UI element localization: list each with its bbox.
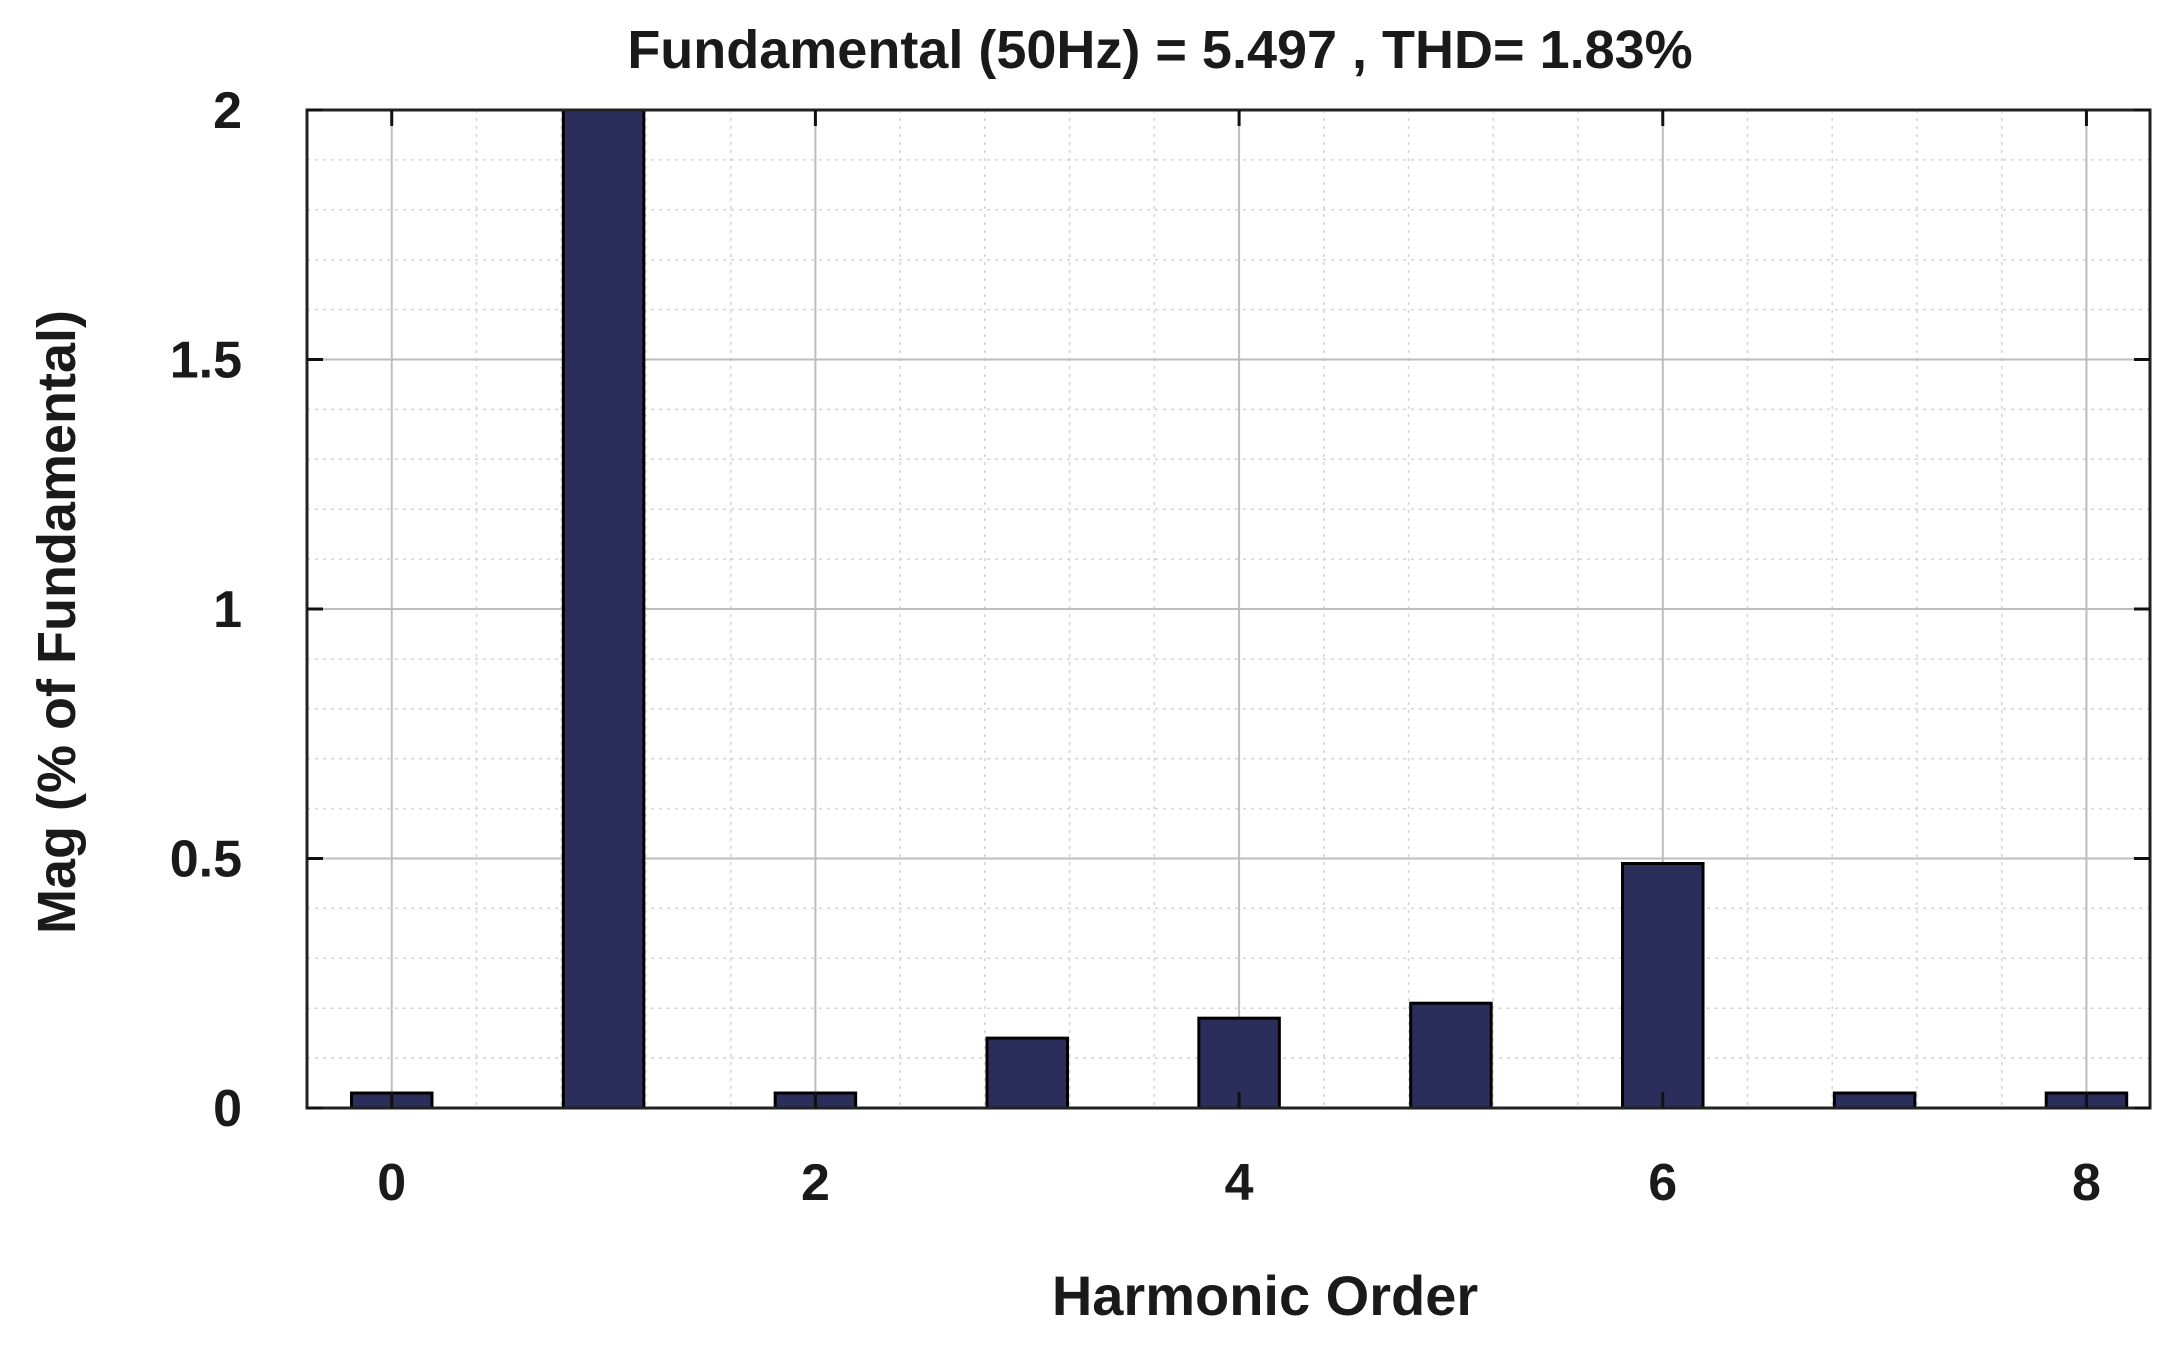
y-tick-label: 0.5: [170, 831, 242, 889]
y-tick-label: 1: [213, 581, 242, 639]
bar-harmonic-6: [1621, 861, 1705, 1110]
bars: [349, 108, 2129, 1110]
x-tick-label: 0: [377, 1154, 406, 1212]
chart-title: Fundamental (50Hz) = 5.497 , THD= 1.83%: [627, 20, 1692, 80]
x-tick-label: 2: [801, 1154, 830, 1212]
tick-labels: 0 0.5 1 1.5 2 0 2 4 6 8: [170, 82, 2101, 1212]
ticks: [307, 108, 2150, 1110]
x-axis-label: Harmonic Order: [1052, 1264, 1478, 1327]
bar-harmonic-3: [985, 1036, 1070, 1110]
bar-harmonic-7: [1832, 1091, 1917, 1110]
bar-harmonic-1: [561, 108, 646, 1110]
y-tick-label: 2: [213, 82, 242, 140]
x-tick-label: 4: [1225, 1154, 1254, 1212]
y-tick-label: 1.5: [170, 332, 242, 390]
x-tick-label: 8: [2072, 1154, 2101, 1212]
y-axis-label: Mag (% of Fundamental): [27, 310, 87, 934]
y-tick-label: 0: [213, 1080, 242, 1138]
x-tick-label: 6: [1648, 1154, 1677, 1212]
bar-harmonic-5: [1409, 1001, 1493, 1110]
